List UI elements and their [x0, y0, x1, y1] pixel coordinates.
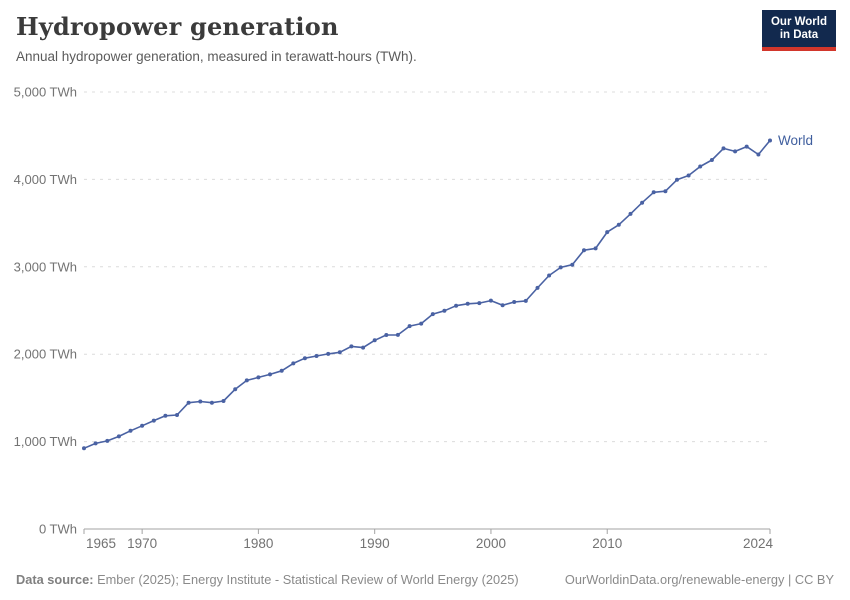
- data-point[interactable]: [349, 344, 354, 349]
- x-axis-tick-label: 2010: [592, 536, 622, 551]
- data-source: Data source: Ember (2025); Energy Instit…: [16, 572, 519, 587]
- data-point[interactable]: [744, 144, 749, 149]
- data-point[interactable]: [256, 375, 261, 380]
- data-point[interactable]: [535, 285, 540, 290]
- data-point[interactable]: [651, 190, 656, 195]
- chart-footer: Data source: Ember (2025); Energy Instit…: [16, 572, 834, 587]
- data-point[interactable]: [384, 333, 389, 337]
- y-axis-tick-label: 0 TWh: [39, 522, 77, 537]
- data-point[interactable]: [675, 177, 679, 182]
- data-point[interactable]: [268, 372, 272, 377]
- data-point[interactable]: [570, 262, 575, 267]
- data-point[interactable]: [105, 438, 110, 443]
- x-axis-tick-label: 1965: [86, 536, 116, 551]
- data-point[interactable]: [93, 441, 98, 446]
- data-point[interactable]: [756, 152, 761, 157]
- data-source-label: Data source:: [16, 572, 94, 587]
- entity-label-world[interactable]: World: [778, 133, 813, 148]
- data-point[interactable]: [430, 312, 435, 317]
- data-point[interactable]: [628, 211, 633, 216]
- y-axis-tick-label: 4,000 TWh: [14, 172, 77, 187]
- data-point[interactable]: [361, 345, 366, 350]
- y-axis-tick-label: 5,000 TWh: [14, 85, 77, 100]
- y-axis-tick-label: 2,000 TWh: [14, 347, 77, 362]
- data-point[interactable]: [465, 301, 470, 306]
- data-point[interactable]: [488, 298, 493, 303]
- data-point[interactable]: [140, 423, 145, 428]
- data-point[interactable]: [175, 413, 179, 417]
- data-point[interactable]: [593, 246, 598, 251]
- owid-logo[interactable]: Our World in Data: [761, 10, 836, 51]
- data-point[interactable]: [733, 149, 738, 154]
- attribution-link[interactable]: OurWorldinData.org/renewable-energy | CC…: [564, 572, 834, 587]
- data-point[interactable]: [337, 350, 342, 355]
- x-axis-tick-label: 2000: [476, 536, 506, 551]
- data-point[interactable]: [523, 298, 528, 303]
- data-point[interactable]: [291, 361, 296, 366]
- x-axis-tick-label: 1980: [243, 536, 273, 551]
- data-point[interactable]: [279, 368, 284, 373]
- data-point[interactable]: [326, 351, 331, 356]
- axes-group: 1965 1970 1980 1990 2000 2010 2024: [83, 528, 774, 551]
- data-point[interactable]: [616, 222, 621, 227]
- data-point[interactable]: [128, 428, 133, 433]
- data-point[interactable]: [407, 324, 412, 329]
- data-source-text: Ember (2025); Energy Institute - Statist…: [93, 572, 519, 587]
- data-point[interactable]: [547, 273, 552, 278]
- data-point[interactable]: [512, 300, 517, 304]
- chart-subtitle: Annual hydropower generation, measured i…: [16, 49, 417, 64]
- data-point[interactable]: [640, 200, 645, 205]
- data-point[interactable]: [686, 173, 691, 178]
- y-axis-tick-label: 3,000 TWh: [14, 259, 77, 274]
- data-point[interactable]: [163, 413, 168, 418]
- data-point[interactable]: [605, 230, 610, 235]
- data-point[interactable]: [82, 446, 86, 451]
- data-point[interactable]: [454, 303, 459, 308]
- data-point[interactable]: [314, 354, 319, 358]
- data-point[interactable]: [221, 399, 226, 403]
- data-point[interactable]: [233, 387, 238, 392]
- data-point[interactable]: [198, 399, 203, 404]
- y-axis-tick-label: 1,000 TWh: [14, 434, 77, 449]
- data-point[interactable]: [500, 303, 505, 308]
- data-point[interactable]: [709, 158, 714, 162]
- owid-logo-line2: in Data: [779, 29, 819, 41]
- data-point[interactable]: [477, 301, 482, 306]
- data-point[interactable]: [768, 138, 772, 143]
- data-point[interactable]: [698, 164, 703, 169]
- data-point[interactable]: [302, 356, 307, 361]
- data-point[interactable]: [372, 338, 377, 343]
- data-point[interactable]: [151, 418, 156, 423]
- data-point[interactable]: [186, 400, 191, 405]
- data-point[interactable]: [663, 189, 668, 194]
- data-point[interactable]: [395, 332, 400, 337]
- series-group[interactable]: [82, 138, 772, 451]
- x-axis-tick-label: 1970: [127, 536, 157, 551]
- data-point[interactable]: [244, 378, 249, 383]
- data-point[interactable]: [582, 248, 586, 253]
- data-point[interactable]: [721, 146, 726, 151]
- data-point[interactable]: [116, 434, 121, 439]
- x-axis-tick-label: 1990: [360, 536, 390, 551]
- gridlines-group: 0 TWh 1,000 TWh 2,000 TWh 3,000 TWh 4,000 TW…: [14, 85, 770, 537]
- x-axis-tick-label: 2024: [743, 536, 774, 551]
- owid-logo-line1: Our World: [770, 16, 827, 28]
- data-point[interactable]: [558, 265, 563, 270]
- data-point[interactable]: [209, 400, 214, 405]
- entity-labels-group[interactable]: World: [778, 133, 813, 148]
- data-point[interactable]: [419, 321, 424, 326]
- data-point[interactable]: [442, 308, 447, 313]
- page-title: Hydropower generation: [16, 12, 339, 41]
